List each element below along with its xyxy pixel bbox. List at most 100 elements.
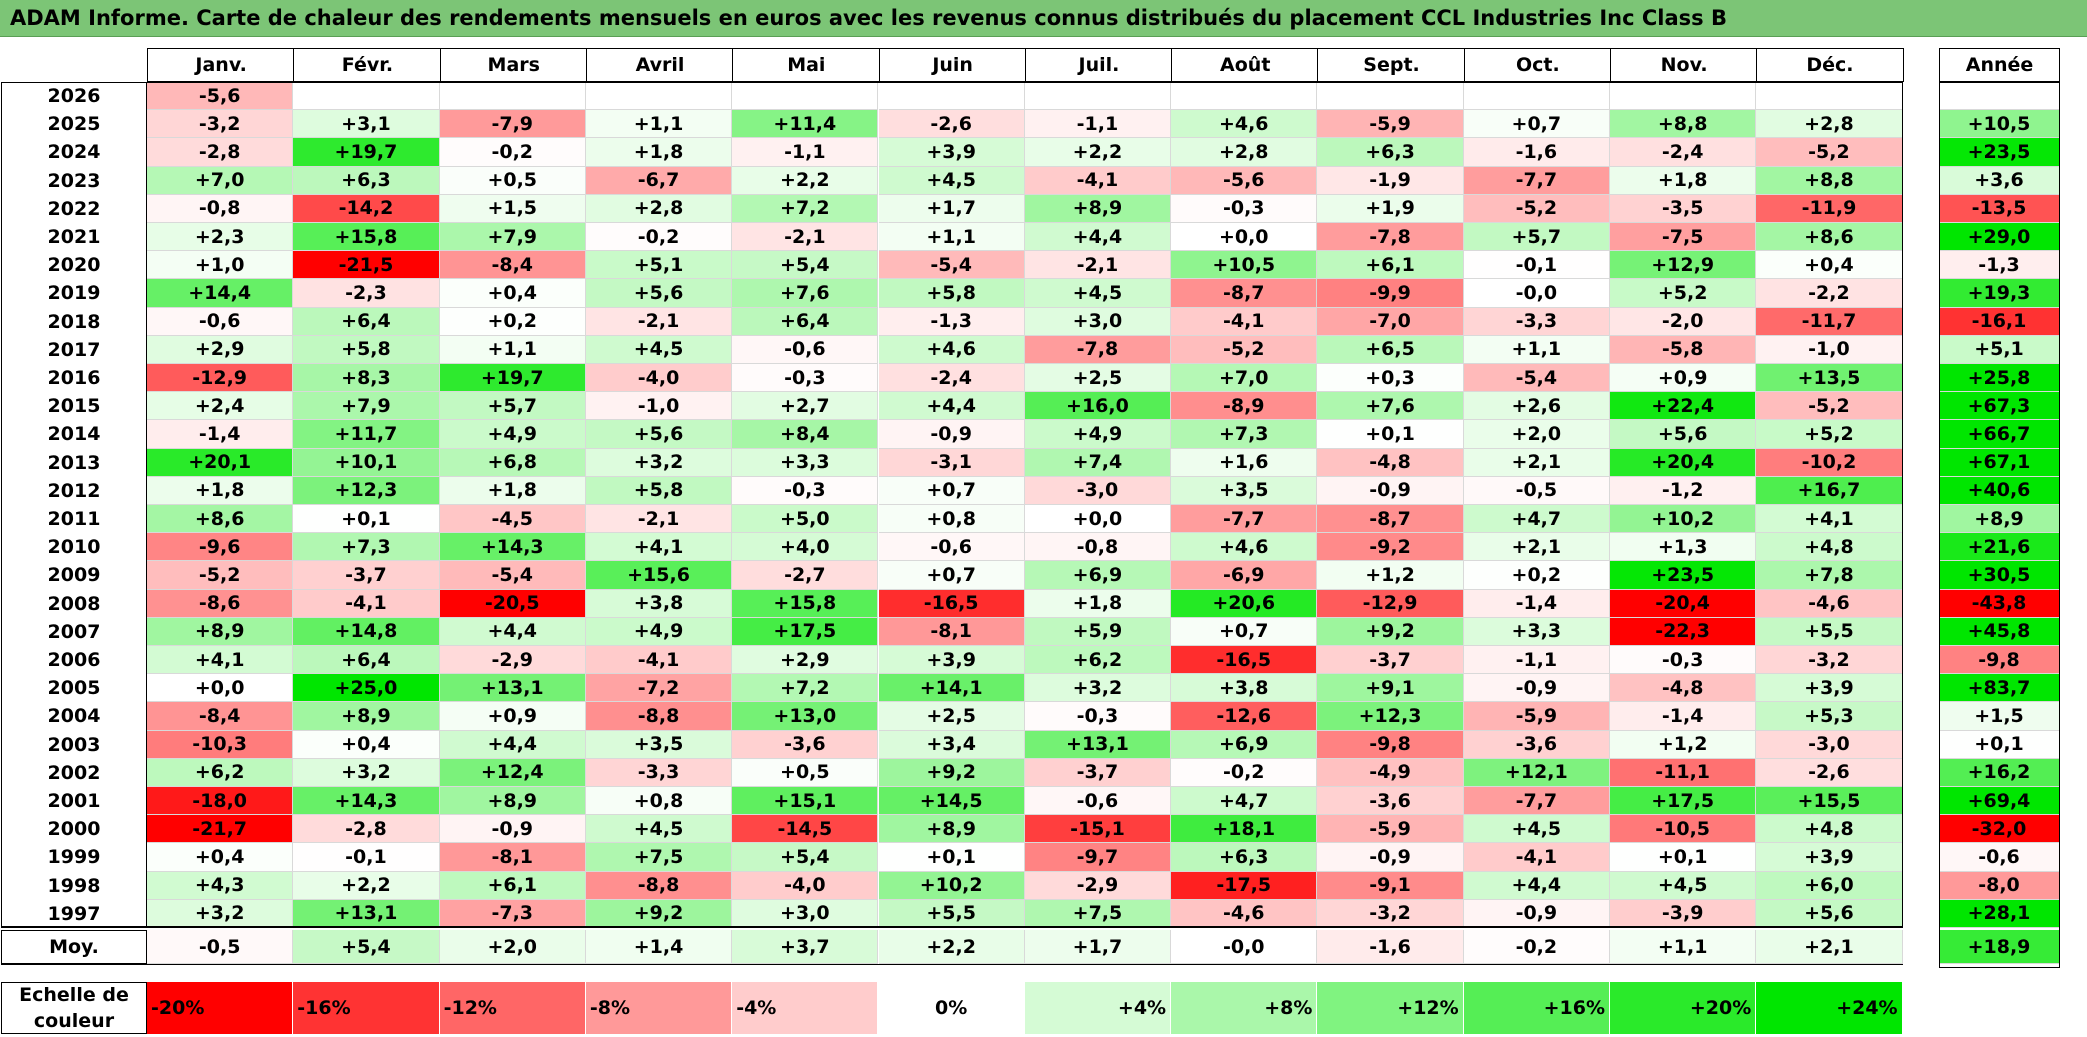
- heatmap-cell: +7,3: [293, 533, 440, 562]
- heatmap-cell: -3,7: [1024, 758, 1172, 787]
- heatmap-cell: +5,6: [1610, 420, 1757, 449]
- year-label: 2017: [1, 335, 147, 364]
- heatmap-cell: -0,1: [293, 843, 440, 872]
- year-label: 2011: [1, 505, 147, 534]
- heatmap-cell: -8,4: [147, 702, 294, 731]
- heatmap-cell: +1,1: [585, 110, 733, 139]
- heatmap-cell: +4,9: [1024, 420, 1172, 449]
- heatmap-cell: +20,6: [1171, 589, 1318, 618]
- heatmap-cell: -2,1: [585, 307, 733, 336]
- heatmap-cell: -3,0: [1756, 730, 1903, 759]
- heatmap-cell: -6,7: [585, 166, 733, 195]
- month-header: Janv.: [147, 48, 295, 82]
- heatmap-cell: -4,5: [439, 505, 586, 534]
- heatmap-cell: -2,4: [878, 364, 1025, 393]
- heatmap-cell: -7,3: [439, 899, 586, 928]
- heatmap-cell: -12,9: [1317, 589, 1464, 618]
- heatmap-cell: -8,9: [1171, 392, 1318, 421]
- heatmap-cell: +4,1: [1756, 505, 1903, 534]
- heatmap-cell: -8,8: [585, 871, 733, 900]
- heatmap-cell: +2,1: [1463, 533, 1610, 562]
- heatmap-cell: +2,2: [293, 871, 440, 900]
- title-bar: ADAM Informe. Carte de chaleur des rende…: [0, 0, 2087, 37]
- heatmap-cell: +0,2: [1463, 561, 1610, 590]
- year-label: 2003: [1, 730, 147, 759]
- heatmap-cell: -5,4: [439, 561, 586, 590]
- heatmap-cell: +4,8: [1756, 533, 1903, 562]
- heatmap-cell: +6,9: [1171, 730, 1318, 759]
- heatmap-cell: +7,0: [147, 166, 294, 195]
- heatmap-cell: -10,5: [1610, 815, 1757, 844]
- heatmap-cell: +0,8: [878, 505, 1025, 534]
- heatmap-cell: [585, 82, 733, 111]
- heatmap-cell: -4,1: [585, 646, 733, 675]
- heatmap-cell: +4,7: [1463, 505, 1610, 534]
- heatmap-cell: -8,6: [147, 589, 294, 618]
- heatmap-cell: +9,2: [585, 899, 733, 928]
- heatmap-cell: +8,6: [147, 505, 294, 534]
- heatmap-cell: -8,7: [1317, 505, 1464, 534]
- heatmap-cell: +8,3: [293, 364, 440, 393]
- heatmap-cell: -9,8: [1317, 730, 1464, 759]
- heatmap-cell: -3,5: [1610, 194, 1757, 223]
- heatmap-cell: +2,9: [147, 335, 294, 364]
- heatmap-cell: +6,3: [1171, 843, 1318, 872]
- heatmap-cell: +13,1: [1024, 730, 1172, 759]
- heatmap-cell: +4,7: [1171, 787, 1318, 816]
- month-header: Déc.: [1756, 48, 1904, 82]
- heatmap-cell: +7,3: [1171, 420, 1318, 449]
- heatmap-cell: +2,8: [1756, 110, 1903, 139]
- heatmap-cell: +1,3: [1610, 533, 1757, 562]
- heatmap-cell: -2,3: [293, 279, 440, 308]
- heatmap-cell: +0,3: [1317, 364, 1464, 393]
- heatmap-cell: +0,9: [439, 702, 586, 731]
- heatmap-cell: +5,1: [585, 251, 733, 280]
- heatmap-cell: -1,0: [1756, 335, 1903, 364]
- heatmap-cell: -7,0: [1317, 307, 1464, 336]
- heatmap-cell: -4,1: [1171, 307, 1318, 336]
- heatmap-cell: +0,0: [147, 674, 294, 703]
- heatmap-cell: -1,4: [1610, 702, 1757, 731]
- heatmap-cell: +0,7: [1463, 110, 1610, 139]
- heatmap-cell: +4,6: [1171, 110, 1318, 139]
- heatmap-cell: -3,2: [147, 110, 294, 139]
- heatmap-cell: -4,8: [1610, 674, 1757, 703]
- heatmap-cell: +3,0: [732, 899, 879, 928]
- heatmap-cell: +2,6: [1463, 392, 1610, 421]
- heatmap-cell: +4,1: [147, 646, 294, 675]
- heatmap-cell: +8,8: [1610, 110, 1757, 139]
- heatmap-cell: [1171, 82, 1318, 111]
- heatmap-cell: +1,8: [147, 476, 294, 505]
- heatmap-cell: +1,1: [878, 223, 1025, 252]
- heatmap-cell: -0,8: [147, 194, 294, 223]
- annual-cell: [1939, 82, 2060, 111]
- heatmap-cell: +2,8: [1171, 138, 1318, 167]
- heatmap-cell: +10,2: [878, 871, 1025, 900]
- heatmap-cell: +8,9: [147, 617, 294, 646]
- heatmap-cell: -8,7: [1171, 279, 1318, 308]
- heatmap-cell: [732, 82, 879, 111]
- heatmap-cell: -5,2: [147, 561, 294, 590]
- heatmap-cell: -12,6: [1171, 702, 1318, 731]
- heatmap-cell: -22,3: [1610, 617, 1757, 646]
- heatmap-cell: +6,3: [293, 166, 440, 195]
- heatmap-cell: -0,9: [878, 420, 1025, 449]
- heatmap-cell: -7,7: [1463, 787, 1610, 816]
- heatmap-cell: +2,7: [732, 392, 879, 421]
- heatmap-cell: -6,9: [1171, 561, 1318, 590]
- year-label: 2006: [1, 646, 147, 675]
- heatmap-cell: -2,8: [147, 138, 294, 167]
- annual-cell: -43,8: [1939, 589, 2060, 618]
- heatmap-cell: +1,1: [439, 335, 586, 364]
- annual-cell: +29,0: [1939, 223, 2060, 252]
- heatmap-cell: +0,8: [585, 787, 733, 816]
- heatmap-cell: [878, 82, 1025, 111]
- heatmap-cell: +0,0: [1171, 223, 1318, 252]
- heatmap-cell: -0,3: [1024, 702, 1172, 731]
- heatmap-cell: +9,1: [1317, 674, 1464, 703]
- average-cell: +2,1: [1756, 930, 1903, 964]
- heatmap-cell: +17,5: [732, 617, 879, 646]
- color-scale-label-line1: Echelle de: [19, 984, 129, 1006]
- chart-title: ADAM Informe. Carte de chaleur des rende…: [10, 6, 1727, 30]
- annual-cell: +3,6: [1939, 166, 2060, 195]
